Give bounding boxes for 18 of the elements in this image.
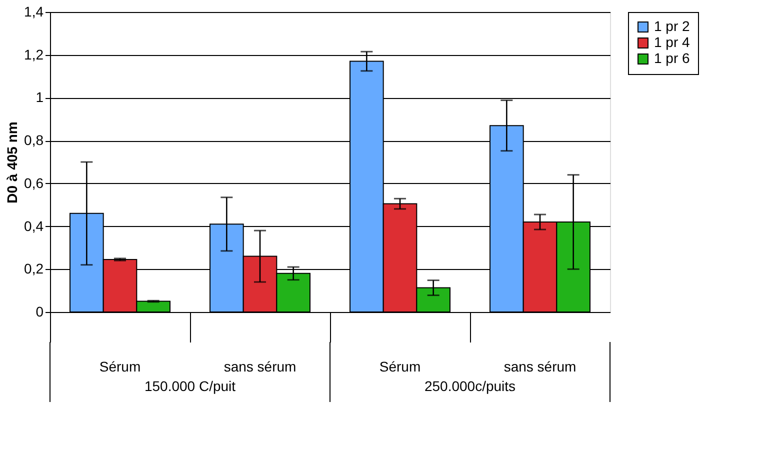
x-tick-label: sans sérum [224, 358, 296, 374]
y-tick-label: 0,8 [24, 132, 44, 148]
y-tick-label: 1,4 [24, 4, 44, 20]
y-tick-label: 1,2 [24, 46, 44, 62]
text: 250.000c/puits [424, 378, 516, 394]
y-tick-label: 1 [36, 89, 44, 106]
x-tick-label: Sérum [379, 358, 421, 374]
y-tick-label: 0,2 [24, 260, 44, 277]
legend-label: 1 pr 4 [654, 34, 690, 50]
text: 150.000 C/puit [144, 378, 236, 394]
legend-label: 1 pr 2 [654, 18, 690, 34]
x-tick-label: Sérum [99, 358, 141, 374]
legend-label: 1 pr 6 [654, 50, 690, 66]
y-axis-title: D0 à 405 nm [4, 122, 20, 204]
y-tick-label: 0,4 [24, 218, 44, 234]
y-tick-label: 0 [36, 304, 44, 320]
y-tick-label: 0,6 [24, 174, 44, 191]
x-tick-label: sans sérum [504, 358, 576, 374]
